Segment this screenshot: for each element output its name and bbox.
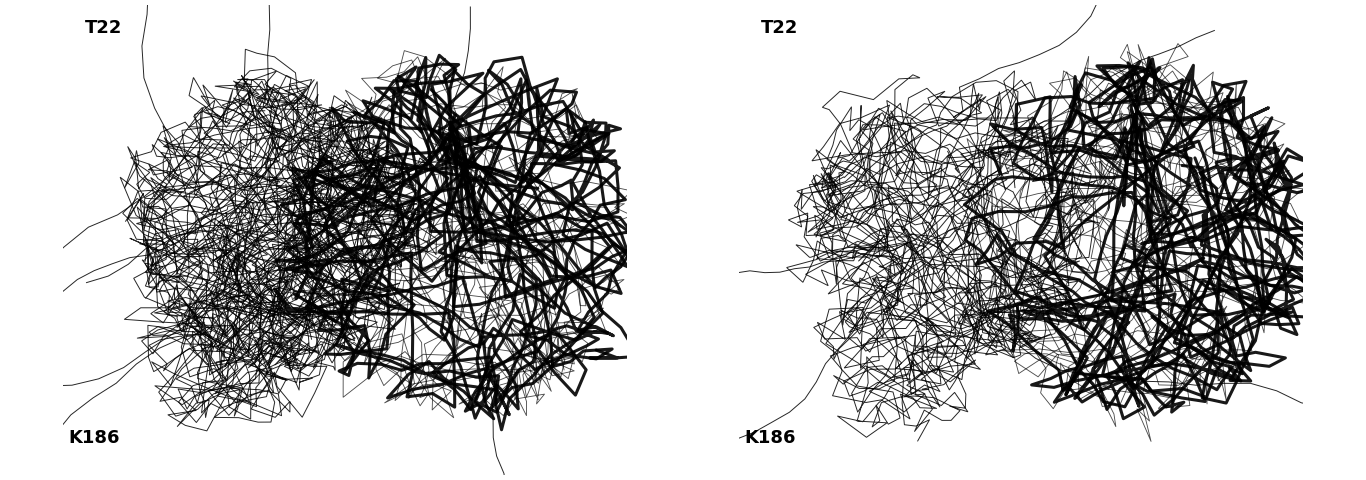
Text: T22: T22 (85, 19, 123, 37)
Text: K186: K186 (68, 429, 120, 447)
Text: K186: K186 (744, 429, 796, 447)
Text: T22: T22 (761, 19, 799, 37)
